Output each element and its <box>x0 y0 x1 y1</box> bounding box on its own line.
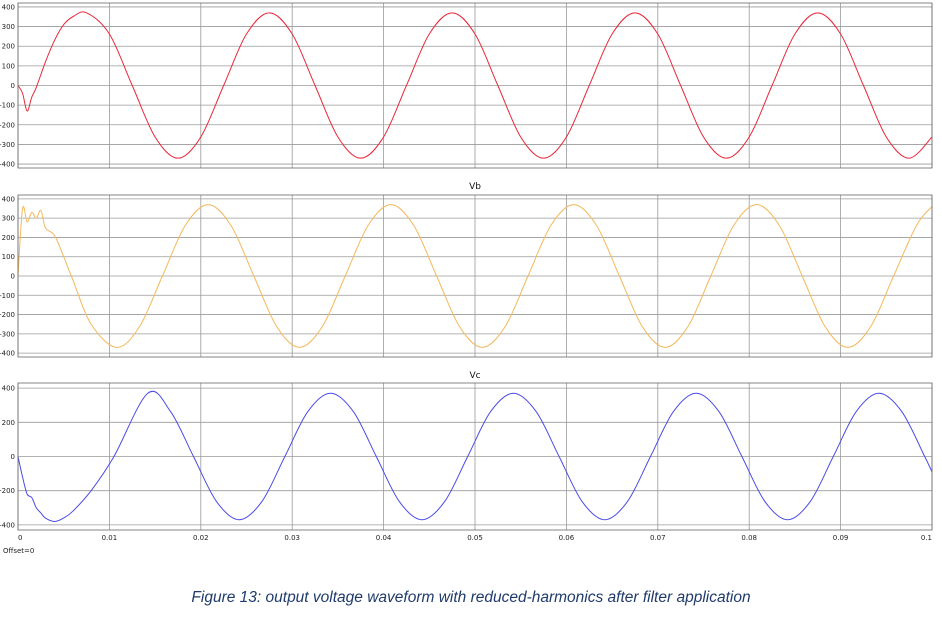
x-tick-label: 0.07 <box>650 534 666 542</box>
y-tick-label: -200 <box>0 487 15 495</box>
x-tick-label: 0.03 <box>284 534 300 542</box>
y-tick-label: 300 <box>2 23 15 31</box>
figure-caption: Figure 13: output voltage waveform with … <box>191 589 751 606</box>
y-tick-label: 300 <box>2 215 15 223</box>
offset-label: Offset=0 <box>3 547 34 555</box>
scope-panel-2: -400 -300 -200 -100 0 100 200 300 400 Vb <box>0 182 933 358</box>
waveform-line-3 <box>17 390 933 522</box>
x-tick-label: 0.05 <box>467 534 483 542</box>
x-tick-label: 0.04 <box>376 534 392 542</box>
x-tick-label: 0.08 <box>741 534 757 542</box>
y-tick-label: 400 <box>2 195 15 203</box>
x-tick-label: 0.01 <box>102 534 118 542</box>
waveform-line-2 <box>17 204 933 348</box>
y-tick-label: -200 <box>0 311 15 319</box>
y-tick-label: -300 <box>0 141 15 149</box>
y-tick-label: 0 <box>11 273 15 281</box>
y-tick-label: 0 <box>11 82 15 90</box>
x-tick-label: 0.06 <box>559 534 575 542</box>
y-tick-label: -400 <box>0 350 15 358</box>
y-tick-label: -300 <box>0 330 15 338</box>
scope-figure: -400 -300 -200 -100 0 100 200 300 400 -400 -300 -20… <box>0 2 933 555</box>
plot-frame <box>17 2 933 169</box>
y-tick-label: 400 <box>2 3 15 11</box>
y-tick-label: 200 <box>2 43 15 51</box>
plot-frame <box>17 194 933 358</box>
y-tick-label: -400 <box>0 521 15 529</box>
y-tick-label: -100 <box>0 102 15 110</box>
y-tick-label: 200 <box>2 419 15 427</box>
y-tick-label: -400 <box>0 161 15 169</box>
x-tick-label: 0 <box>18 534 22 542</box>
panel-title: Vb <box>469 182 481 192</box>
y-tick-label: 100 <box>2 62 15 70</box>
panel-title: Vc <box>469 371 480 381</box>
scope-panel-1: -400 -300 -200 -100 0 100 200 300 400 <box>0 2 933 169</box>
y-tick-label: -200 <box>0 121 15 129</box>
y-tick-label: -100 <box>0 292 15 300</box>
x-tick-label: 0.1 <box>921 534 932 542</box>
scope-panel-3: -400 -200 0 200 400 Vc <box>0 371 933 531</box>
y-tick-label: 0 <box>11 453 15 461</box>
y-tick-label: 100 <box>2 253 15 261</box>
waveform-line-1 <box>17 11 933 159</box>
x-tick-label: 0.02 <box>193 534 209 542</box>
plot-frame <box>17 382 933 531</box>
y-tick-label: 200 <box>2 234 15 242</box>
y-tick-label: 400 <box>2 385 15 393</box>
x-tick-label: 0.09 <box>833 534 849 542</box>
